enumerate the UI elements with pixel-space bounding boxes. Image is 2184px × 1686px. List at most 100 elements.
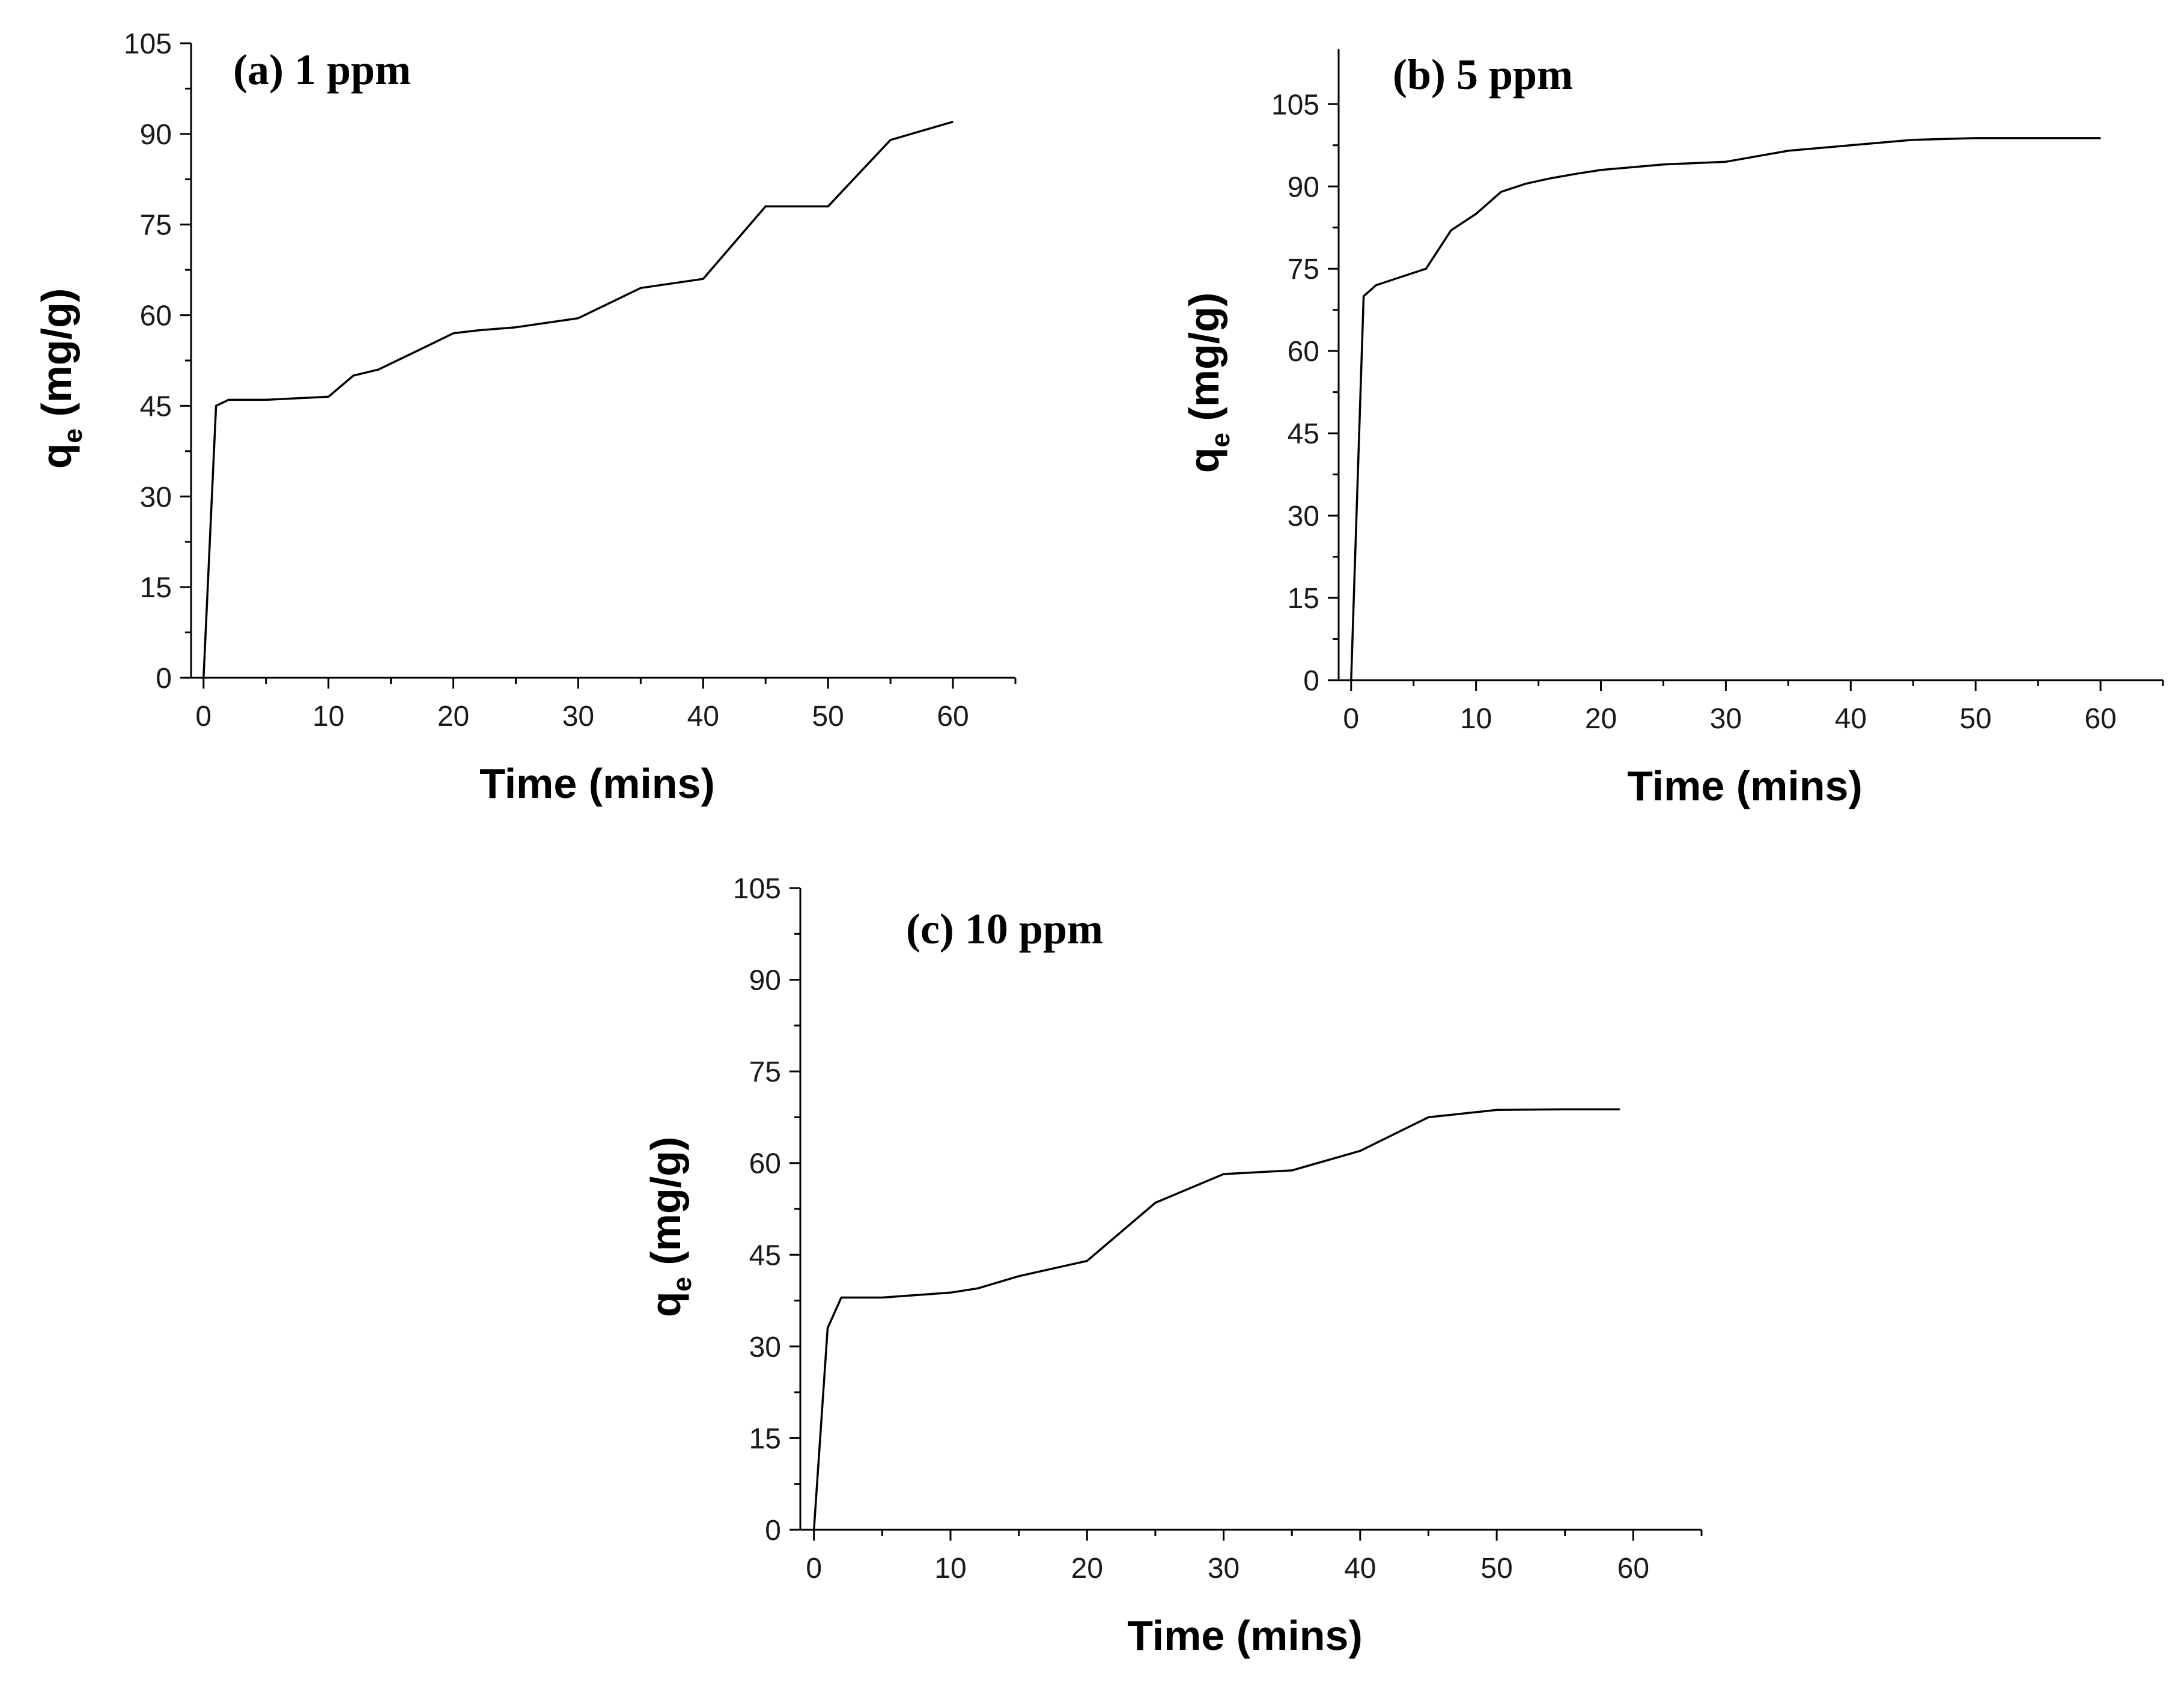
data-point — [403, 357, 404, 358]
data-point — [577, 317, 579, 319]
series-line — [812, 1108, 1620, 1530]
x-axis-title: Time (mins) — [1627, 762, 1863, 809]
data-point — [813, 1529, 815, 1530]
panel-a: 0 15 30 45 60 75 90 105 0 10 20 30 40 50 60 (a) 1 ppm Ti… — [33, 28, 1017, 807]
data-point — [1600, 169, 1602, 171]
data-point — [881, 1297, 883, 1298]
panel-title: (b) 5 ppm — [1393, 50, 1573, 99]
y-tick-label: 30 — [1288, 501, 1319, 532]
data-point — [841, 1297, 842, 1298]
y-tick-label: 45 — [1288, 418, 1319, 450]
data-point — [1223, 1173, 1224, 1175]
data-point — [1086, 1260, 1088, 1262]
panel-c: 0 15 30 45 60 75 90 105 0 10 20 30 40 50 60 (c) 10 ppm T… — [642, 873, 1703, 1659]
y-tick-label: 45 — [140, 391, 172, 422]
y-tick-label: 45 — [749, 1240, 781, 1271]
data-point — [2037, 138, 2039, 139]
y-tick-label: 0 — [1303, 665, 1319, 697]
data-point — [1525, 183, 1527, 184]
x-tick-label: 50 — [812, 701, 844, 732]
panel-b: 0 15 30 45 60 75 90 105 0 10 20 30 40 50 60 (b) 5 ppm Ti… — [1181, 49, 2164, 809]
y-axis-title: qe (mg/g) — [642, 1137, 697, 1318]
x-tick-label: 30 — [1208, 1553, 1240, 1584]
data-point — [1425, 268, 1427, 270]
x-tick-label: 30 — [1710, 703, 1742, 735]
data-point — [1450, 230, 1452, 231]
data-point — [452, 332, 454, 334]
y-axis-title: qe (mg/g) — [33, 288, 88, 469]
y-tick-label: 15 — [140, 572, 172, 604]
data-point — [378, 369, 379, 370]
x-tick-label: 20 — [1585, 703, 1617, 735]
data-point — [1155, 1202, 1156, 1204]
x-tick-label: 60 — [1617, 1553, 1649, 1584]
x-tick-label: 0 — [195, 701, 211, 732]
y-tick-label: 105 — [733, 873, 781, 905]
x-axis-title: Time (mins) — [1127, 1612, 1363, 1659]
data-point — [428, 345, 429, 346]
y-tick-label: 90 — [1288, 171, 1319, 203]
y-tick-label: 90 — [140, 119, 172, 151]
x-tick-label: 40 — [1835, 703, 1867, 735]
y-tick-label: 0 — [765, 1515, 781, 1547]
data-point — [1428, 1116, 1429, 1118]
data-point — [327, 396, 329, 398]
data-point — [827, 1327, 829, 1329]
data-point — [265, 399, 267, 401]
data-point — [1401, 276, 1402, 278]
y-tick-label: 75 — [1288, 254, 1319, 285]
y-tick-label: 15 — [749, 1423, 781, 1455]
y-tick-label: 60 — [749, 1148, 781, 1180]
data-point — [1564, 1109, 1566, 1110]
data-point — [765, 205, 767, 207]
x-tick-label: 50 — [1480, 1553, 1512, 1584]
data-point — [353, 375, 354, 376]
series-line — [202, 121, 954, 678]
data-point — [1496, 1109, 1497, 1111]
data-point — [478, 329, 479, 331]
data-point — [1725, 161, 1727, 162]
data-point — [827, 205, 829, 207]
data-point — [977, 1288, 979, 1289]
data-point — [515, 326, 517, 328]
data-point — [1375, 284, 1377, 286]
data-point — [215, 405, 217, 407]
y-tick-label: 0 — [156, 663, 172, 695]
data-point — [1912, 139, 1914, 141]
x-tick-label: 50 — [1959, 703, 1991, 735]
y-tick-label: 30 — [140, 481, 172, 513]
x-tick-label: 20 — [437, 701, 469, 732]
panel-title: (c) 10 ppm — [906, 905, 1103, 953]
data-point — [1850, 144, 1852, 146]
data-point — [1360, 1150, 1361, 1152]
x-tick-label: 60 — [2084, 703, 2116, 735]
data-point — [1500, 191, 1502, 193]
y-tick-label: 60 — [140, 300, 172, 332]
data-point — [1291, 1170, 1292, 1171]
data-point — [702, 278, 704, 280]
data-point — [1662, 163, 1664, 165]
x-tick-label: 30 — [562, 701, 594, 732]
y-tick-label: 30 — [749, 1331, 781, 1363]
data-point — [1975, 138, 1976, 139]
data-point — [228, 399, 230, 401]
y-tick-label: 60 — [1288, 336, 1319, 368]
data-point — [1787, 150, 1789, 151]
y-tick-label: 90 — [749, 965, 781, 997]
y-tick-label: 15 — [1288, 583, 1319, 615]
data-point — [1350, 680, 1352, 681]
x-tick-label: 40 — [1344, 1553, 1376, 1584]
x-tick-label: 0 — [806, 1553, 822, 1584]
x-tick-label: 40 — [687, 701, 719, 732]
data-point — [1018, 1276, 1020, 1277]
data-point — [640, 287, 642, 289]
panel-title: (a) 1 ppm — [233, 46, 411, 94]
data-point — [202, 677, 204, 678]
data-point — [1575, 173, 1577, 175]
x-tick-label: 0 — [1343, 703, 1359, 735]
data-point — [1363, 296, 1364, 297]
y-tick-label: 75 — [140, 210, 172, 242]
data-point — [1550, 177, 1552, 179]
y-tick-label: 75 — [749, 1056, 781, 1088]
